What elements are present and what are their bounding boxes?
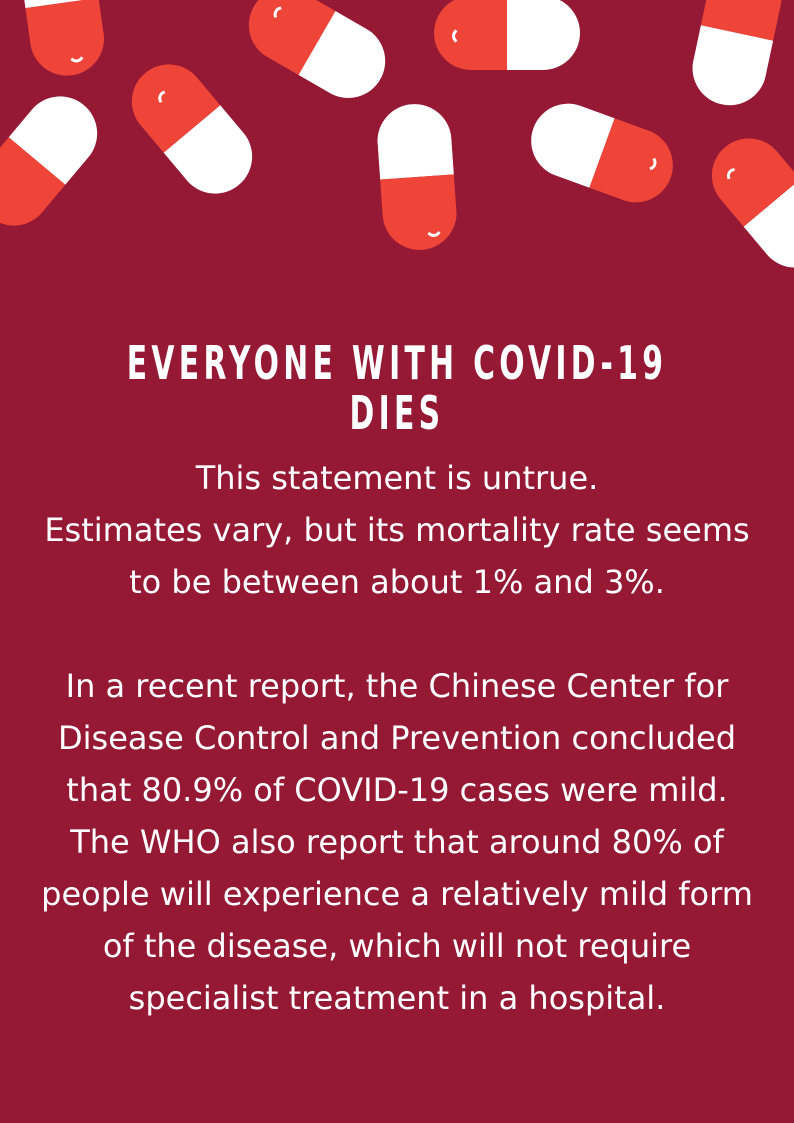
pill-icon — [116, 49, 268, 209]
paragraph: The WHO also report that around 80% of p… — [41, 823, 753, 1017]
pill-icon — [235, 0, 399, 112]
pill-icon — [15, 0, 109, 81]
paragraph: In a recent report, the Chinese Center f… — [57, 667, 737, 809]
pill-icon — [520, 93, 684, 213]
pill-icon — [696, 123, 794, 283]
page-title: EVERYONE WITH COVID-19 DIES — [126, 336, 668, 440]
body-text: This statement is untrue. Estimates vary… — [30, 452, 764, 1024]
paragraph: This statement is untrue. — [195, 459, 599, 497]
pill-icon — [434, 0, 580, 70]
pill-icon — [374, 101, 460, 253]
pill-icon — [685, 0, 789, 113]
pill-icon — [0, 81, 113, 241]
paragraph: Estimates vary, but its mortality rate s… — [44, 511, 750, 601]
